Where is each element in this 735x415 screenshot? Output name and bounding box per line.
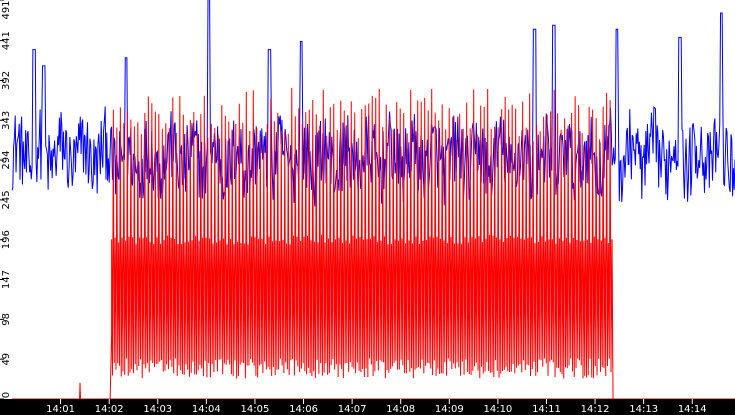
- x-tick-label: 14:12: [581, 404, 610, 415]
- x-tick-label: 14:14: [678, 404, 707, 415]
- y-tick-label: 294: [1, 151, 12, 170]
- x-tick-label: 14:06: [289, 404, 318, 415]
- y-tick-label: 98: [1, 313, 12, 326]
- series-layer: [11, 0, 735, 400]
- x-axis-bar: [0, 399, 735, 415]
- y-tick-label: 343: [1, 111, 12, 130]
- y-tick-label: 245: [1, 190, 12, 209]
- x-tick-label: 14:10: [483, 404, 512, 415]
- x-tick-label: 14:02: [95, 404, 124, 415]
- y-tick-label: 0: [1, 392, 12, 398]
- x-axis-ticks: 14:01 14:02 14:03 14:04 14:05 14:06 14:07 14:08…: [46, 399, 707, 415]
- series-line-blue: [11, 0, 735, 207]
- x-tick-label: 14:04: [192, 404, 221, 415]
- series-line-red: [12, 87, 735, 400]
- x-tick-label: 14:13: [629, 404, 658, 415]
- y-tick-label: 49: [1, 353, 12, 366]
- y-tick-label: 392: [1, 71, 12, 90]
- y-tick-label: 147: [1, 270, 12, 289]
- x-tick-label: 14:03: [143, 404, 172, 415]
- y-tick-label: 196: [1, 230, 12, 249]
- x-tick-label: 14:09: [435, 404, 464, 415]
- x-tick-label: 14:11: [532, 404, 561, 415]
- y-tick-label: 441: [1, 31, 12, 50]
- y-tick-label: 491: [1, 0, 12, 19]
- x-tick-label: 14:07: [338, 404, 367, 415]
- x-tick-label: 14:01: [46, 404, 75, 415]
- y-axis-ticks: 0 49 98 147 196 245 294 343 392 441 491: [0, 0, 12, 400]
- x-tick-label: 14:08: [386, 404, 415, 415]
- x-tick-label: 14:05: [241, 404, 270, 415]
